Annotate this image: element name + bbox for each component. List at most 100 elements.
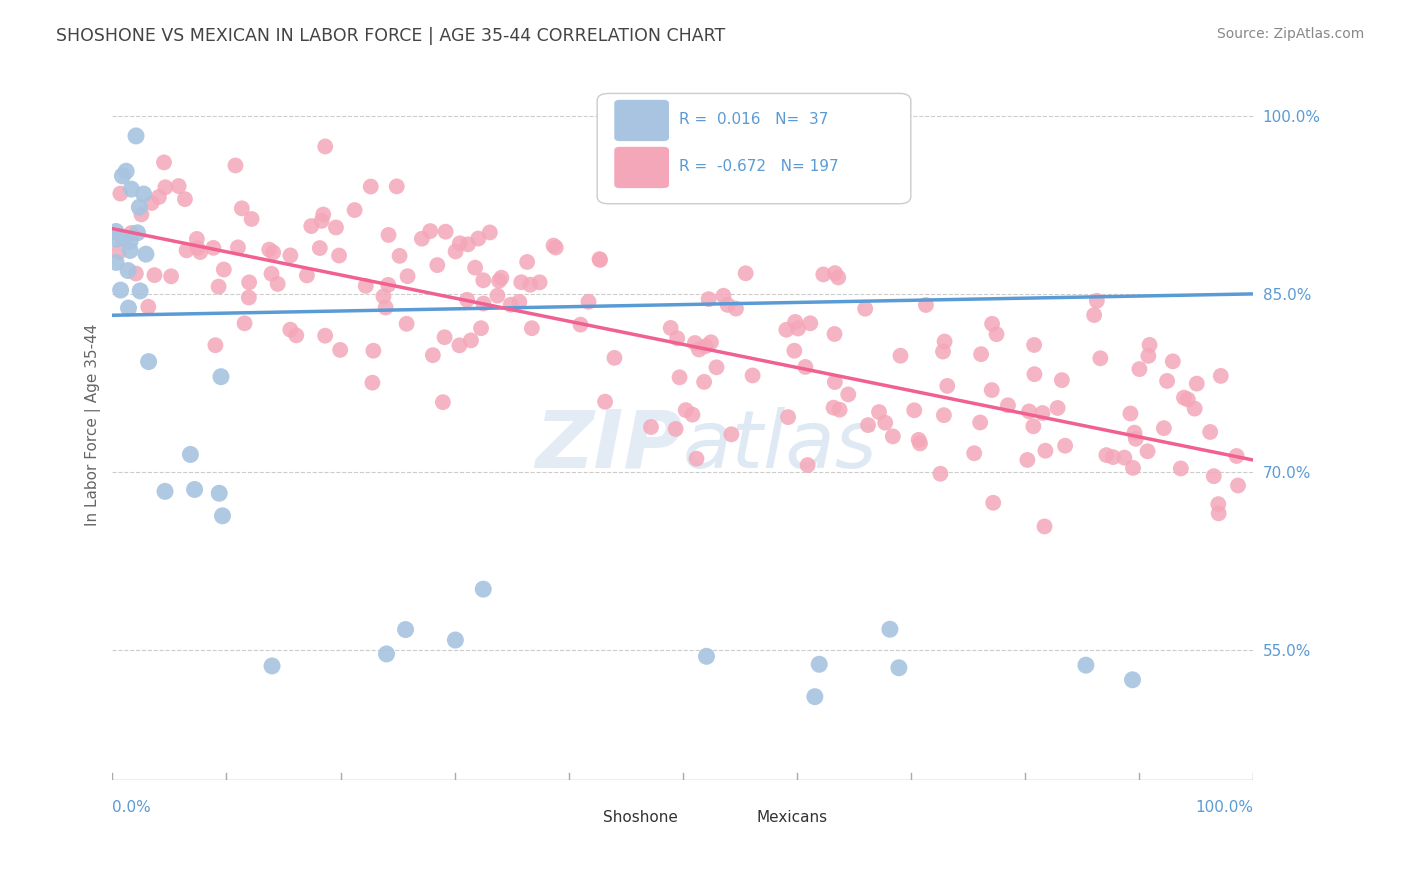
- Point: [132, 187, 155, 202]
- Point: [207, 279, 229, 293]
- Point: [915, 298, 938, 312]
- Point: [980, 383, 1002, 397]
- Point: [1153, 421, 1175, 435]
- Point: [675, 403, 697, 417]
- Point: [135, 247, 157, 261]
- Point: [374, 301, 396, 315]
- Point: [621, 181, 644, 195]
- Point: [683, 336, 706, 351]
- FancyBboxPatch shape: [614, 100, 669, 141]
- Point: [544, 240, 567, 254]
- Point: [212, 262, 235, 277]
- Point: [969, 416, 991, 430]
- Point: [328, 248, 350, 262]
- Point: [1170, 461, 1192, 475]
- Point: [224, 159, 246, 173]
- Text: R =  0.016   N=  37: R = 0.016 N= 37: [679, 112, 828, 127]
- Point: [510, 275, 533, 289]
- Point: [444, 633, 467, 648]
- Point: [1054, 439, 1077, 453]
- Point: [603, 351, 626, 365]
- Point: [375, 647, 398, 661]
- Point: [204, 338, 226, 352]
- Point: [1206, 497, 1229, 511]
- Point: [499, 298, 522, 312]
- Point: [706, 360, 728, 375]
- Point: [472, 582, 495, 596]
- Point: [117, 301, 139, 315]
- Point: [127, 226, 149, 240]
- Point: [148, 190, 170, 204]
- Point: [125, 267, 148, 281]
- Point: [128, 200, 150, 214]
- Point: [111, 169, 134, 183]
- Point: [260, 659, 283, 673]
- Point: [311, 214, 333, 228]
- Point: [460, 334, 482, 348]
- Point: [508, 294, 530, 309]
- Point: [1199, 425, 1222, 439]
- Point: [110, 186, 132, 201]
- Point: [104, 224, 127, 238]
- Point: [259, 243, 281, 257]
- Point: [112, 231, 135, 245]
- Point: [981, 317, 1004, 331]
- Text: Source: ZipAtlas.com: Source: ZipAtlas.com: [1216, 27, 1364, 41]
- Point: [117, 263, 139, 277]
- Point: [363, 343, 385, 358]
- Point: [640, 420, 662, 434]
- Point: [907, 433, 929, 447]
- Text: atlas: atlas: [683, 407, 877, 484]
- Point: [1226, 449, 1249, 463]
- Point: [314, 328, 336, 343]
- Point: [986, 327, 1008, 342]
- Point: [1033, 519, 1056, 533]
- Point: [682, 408, 704, 422]
- Point: [1128, 362, 1150, 376]
- Point: [1122, 461, 1144, 475]
- Point: [396, 269, 419, 284]
- Point: [1137, 349, 1160, 363]
- Point: [868, 405, 890, 419]
- FancyBboxPatch shape: [565, 804, 599, 830]
- Point: [377, 277, 399, 292]
- Point: [174, 192, 197, 206]
- Point: [787, 321, 810, 335]
- Point: [262, 245, 284, 260]
- Point: [856, 418, 879, 433]
- Point: [813, 268, 835, 282]
- Point: [1125, 432, 1147, 446]
- Point: [1017, 453, 1039, 467]
- Point: [578, 294, 600, 309]
- Point: [422, 348, 444, 362]
- Point: [1227, 478, 1250, 492]
- Point: [449, 236, 471, 251]
- Point: [1184, 401, 1206, 416]
- Point: [543, 238, 565, 252]
- Point: [160, 269, 183, 284]
- Point: [231, 202, 253, 216]
- Point: [449, 338, 471, 352]
- Point: [887, 661, 910, 675]
- Point: [456, 293, 478, 307]
- Point: [432, 395, 454, 409]
- Point: [444, 244, 467, 259]
- Point: [823, 401, 845, 415]
- Point: [167, 179, 190, 194]
- Point: [394, 623, 416, 637]
- Point: [141, 196, 163, 211]
- Point: [799, 316, 821, 330]
- Point: [107, 245, 129, 260]
- Point: [932, 408, 955, 422]
- Point: [796, 458, 818, 472]
- Point: [824, 375, 846, 389]
- Point: [693, 375, 716, 389]
- Point: [828, 402, 851, 417]
- Point: [467, 231, 489, 245]
- Point: [695, 339, 717, 353]
- Point: [1121, 673, 1143, 687]
- Point: [143, 268, 166, 282]
- Point: [1022, 419, 1045, 434]
- Point: [472, 296, 495, 310]
- Point: [882, 429, 904, 443]
